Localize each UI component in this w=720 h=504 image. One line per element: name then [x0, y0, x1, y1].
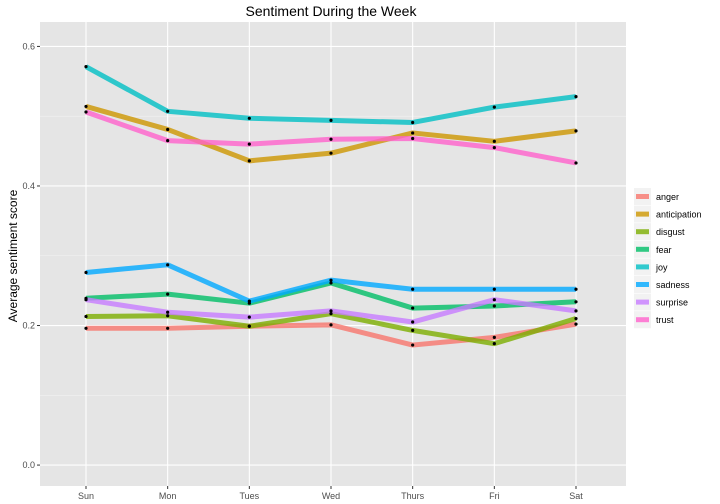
data-point-disgust	[247, 324, 251, 328]
legend-item-trust: trust	[634, 311, 674, 329]
legend-item-joy: joy	[634, 258, 668, 276]
plot-panel	[40, 22, 626, 486]
minor-gridlines	[40, 115, 626, 396]
data-point-disgust	[492, 342, 496, 346]
legend-item-fear: fear	[634, 240, 672, 258]
x-tick-label: Sat	[569, 491, 583, 501]
data-point-disgust	[329, 312, 333, 316]
data-point-fear	[411, 306, 415, 310]
y-axis-title: Average sentiment score	[6, 189, 20, 322]
legend-label: anger	[656, 192, 679, 202]
data-point-sadness	[166, 263, 170, 267]
data-point-sadness	[84, 270, 88, 275]
x-axis: Sun Mon Tues Wed Thurs Fri Sat	[78, 486, 583, 501]
data-point-surprise	[166, 310, 170, 314]
major-gridlines	[40, 22, 626, 486]
data-point-anger	[492, 335, 496, 339]
x-tick-label: Thurs	[401, 491, 425, 501]
legend-item-sadness: sadness	[634, 276, 690, 293]
chart-title: Sentiment During the Week	[246, 3, 418, 19]
data-point-sadness	[247, 299, 251, 303]
legend-label: fear	[656, 245, 672, 255]
y-tick-label: 0.4	[22, 181, 35, 191]
data-point-joy	[411, 120, 415, 125]
data-point-sadness	[492, 287, 496, 291]
data-point-trust	[84, 110, 88, 114]
data-point-sadness	[574, 287, 578, 291]
data-point-trust	[247, 142, 251, 146]
data-point-anger	[84, 326, 88, 330]
data-point-disgust	[411, 328, 415, 333]
data-point-disgust	[574, 316, 578, 321]
series-points	[84, 65, 578, 347]
data-point-anticipation	[574, 129, 578, 133]
data-point-joy	[247, 116, 251, 120]
legend: anger anticipation disgust fear joy sadness su…	[634, 188, 702, 329]
data-point-anger	[329, 323, 333, 327]
data-point-trust	[574, 161, 578, 165]
data-point-anger	[411, 343, 415, 347]
data-point-joy	[166, 109, 170, 113]
data-point-anger	[574, 322, 578, 326]
x-tick-label: Fri	[489, 491, 500, 501]
data-point-surprise	[411, 320, 415, 324]
data-point-anticipation	[84, 104, 88, 109]
y-tick-label: 0.2	[22, 321, 35, 331]
data-point-anticipation	[247, 159, 251, 163]
data-point-trust	[329, 137, 333, 141]
data-point-surprise	[329, 309, 333, 313]
legend-label: sadness	[656, 280, 690, 290]
data-point-fear	[166, 292, 170, 296]
y-tick-label: 0.6	[22, 41, 35, 51]
data-point-sadness	[329, 278, 333, 282]
data-point-anger	[166, 326, 170, 330]
legend-item-anticipation: anticipation	[634, 205, 702, 223]
x-tick-label: Sun	[78, 491, 94, 501]
data-point-surprise	[492, 298, 496, 302]
x-tick-label: Mon	[159, 491, 177, 501]
data-point-trust	[166, 139, 170, 143]
data-point-surprise	[574, 309, 578, 313]
legend-label: joy	[655, 262, 668, 272]
data-point-anticipation	[166, 127, 170, 132]
legend-label: surprise	[656, 298, 688, 308]
data-point-trust	[492, 145, 496, 150]
x-tick-label: Wed	[322, 491, 340, 501]
data-point-fear	[574, 300, 578, 304]
y-axis: 0.0 0.2 0.4 0.6	[22, 41, 40, 470]
y-tick-label: 0.0	[22, 460, 35, 470]
legend-label: trust	[656, 315, 674, 325]
data-point-disgust	[166, 314, 170, 318]
legend-item-disgust: disgust	[634, 223, 685, 241]
data-point-joy	[574, 95, 578, 99]
data-point-disgust	[84, 314, 88, 319]
legend-item-surprise: surprise	[634, 293, 688, 311]
data-point-trust	[411, 136, 415, 141]
data-point-joy	[329, 118, 333, 122]
legend-label: anticipation	[656, 210, 702, 220]
data-point-surprise	[84, 298, 88, 302]
legend-label: disgust	[656, 227, 685, 237]
data-point-surprise	[247, 315, 251, 319]
data-point-fear	[329, 281, 333, 285]
legend-item-anger: anger	[634, 188, 679, 205]
x-tick-label: Tues	[239, 491, 259, 501]
data-point-anticipation	[492, 139, 496, 143]
data-point-anticipation	[411, 131, 415, 135]
data-point-fear	[492, 304, 496, 308]
data-point-sadness	[411, 287, 415, 291]
data-point-anticipation	[329, 151, 333, 155]
data-point-joy	[492, 105, 496, 109]
data-point-joy	[84, 65, 88, 69]
